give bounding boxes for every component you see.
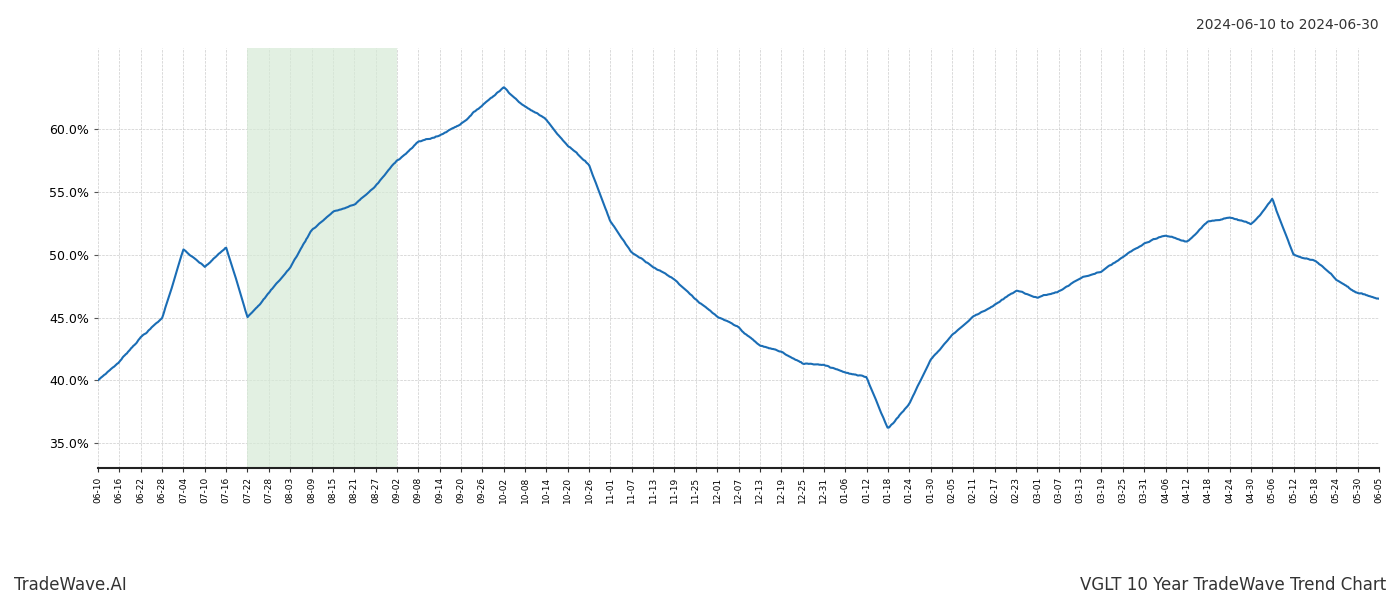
Text: TradeWave.AI: TradeWave.AI bbox=[14, 576, 127, 594]
Text: 2024-06-10 to 2024-06-30: 2024-06-10 to 2024-06-30 bbox=[1197, 18, 1379, 32]
Text: VGLT 10 Year TradeWave Trend Chart: VGLT 10 Year TradeWave Trend Chart bbox=[1079, 576, 1386, 594]
Bar bbox=[248, 48, 398, 468]
